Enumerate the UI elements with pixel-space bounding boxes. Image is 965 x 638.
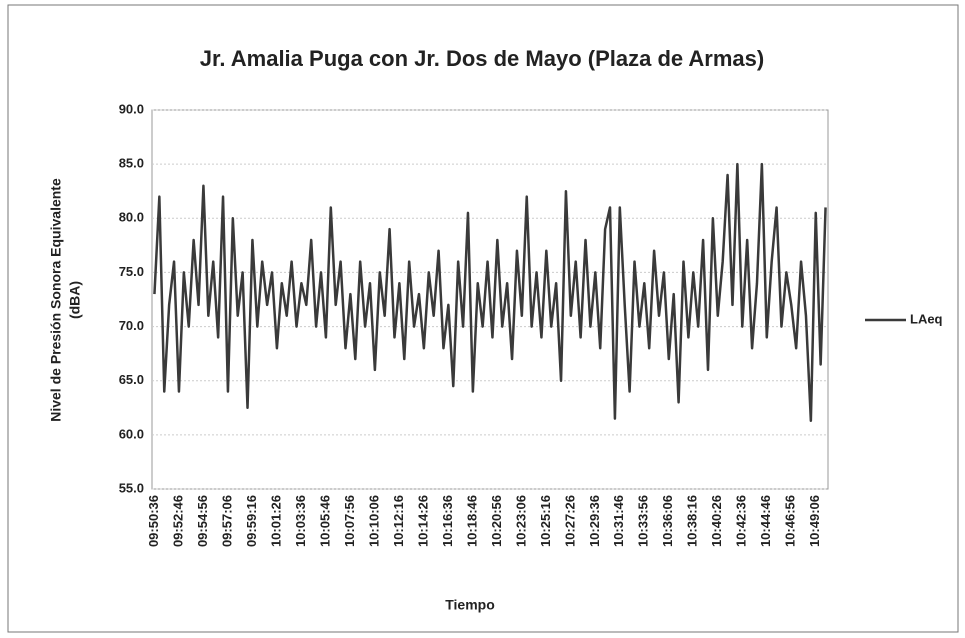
x-tick-label: 10:44:46 [758, 495, 773, 547]
y-tick-label: 75.0 [119, 264, 144, 279]
x-tick-label: 10:16:36 [440, 495, 455, 547]
x-tick-label: 10:03:36 [293, 495, 308, 547]
x-tick-label: 10:29:36 [587, 495, 602, 547]
y-axis-title: Nivel de Presión Sonora Equivalente [48, 178, 64, 422]
x-tick-label: 09:52:46 [170, 495, 185, 547]
y-tick-label: 70.0 [119, 318, 144, 333]
x-tick-label: 10:27:26 [562, 495, 577, 547]
chart-title: Jr. Amalia Puga con Jr. Dos de Mayo (Pla… [200, 46, 764, 71]
data-line [153, 162, 827, 423]
y-tick-label: 60.0 [119, 426, 144, 441]
x-tick-label: 10:40:26 [709, 495, 724, 547]
x-tick-label: 10:33:56 [636, 495, 651, 547]
x-tick-label: 10:42:36 [734, 495, 749, 547]
x-tick-label: 10:31:46 [611, 495, 626, 547]
x-tick-label: 10:23:06 [513, 495, 528, 547]
x-tick-label: 10:20:56 [489, 495, 504, 547]
y-tick-label: 85.0 [119, 156, 144, 171]
x-tick-label: 10:14:26 [415, 495, 430, 547]
y-tick-label: 90.0 [119, 101, 144, 116]
x-tick-label: 10:01:26 [268, 495, 283, 547]
x-tick-label: 10:10:06 [366, 495, 381, 547]
x-tick-label: 09:50:36 [146, 495, 161, 547]
x-tick-label: 09:59:16 [244, 495, 259, 547]
x-tick-label: 10:05:46 [317, 495, 332, 547]
x-tick-label: 10:49:06 [807, 495, 822, 547]
x-tick-label: 09:54:56 [195, 495, 210, 547]
x-tick-label: 10:38:16 [685, 495, 700, 547]
legend-label: LAeq [910, 311, 943, 326]
y-axis-title: (dBA) [67, 281, 83, 319]
x-tick-label: 10:36:06 [660, 495, 675, 547]
x-tick-label: 10:46:56 [783, 495, 798, 547]
x-axis-title: Tiempo [445, 597, 495, 613]
x-tick-label: 10:25:16 [538, 495, 553, 547]
y-tick-label: 65.0 [119, 372, 144, 387]
x-tick-label: 09:57:06 [219, 495, 234, 547]
y-tick-label: 55.0 [119, 480, 144, 495]
y-tick-label: 80.0 [119, 210, 144, 225]
x-tick-label: 10:18:46 [464, 495, 479, 547]
x-tick-label: 10:12:16 [391, 495, 406, 547]
x-tick-label: 10:07:56 [342, 495, 357, 547]
